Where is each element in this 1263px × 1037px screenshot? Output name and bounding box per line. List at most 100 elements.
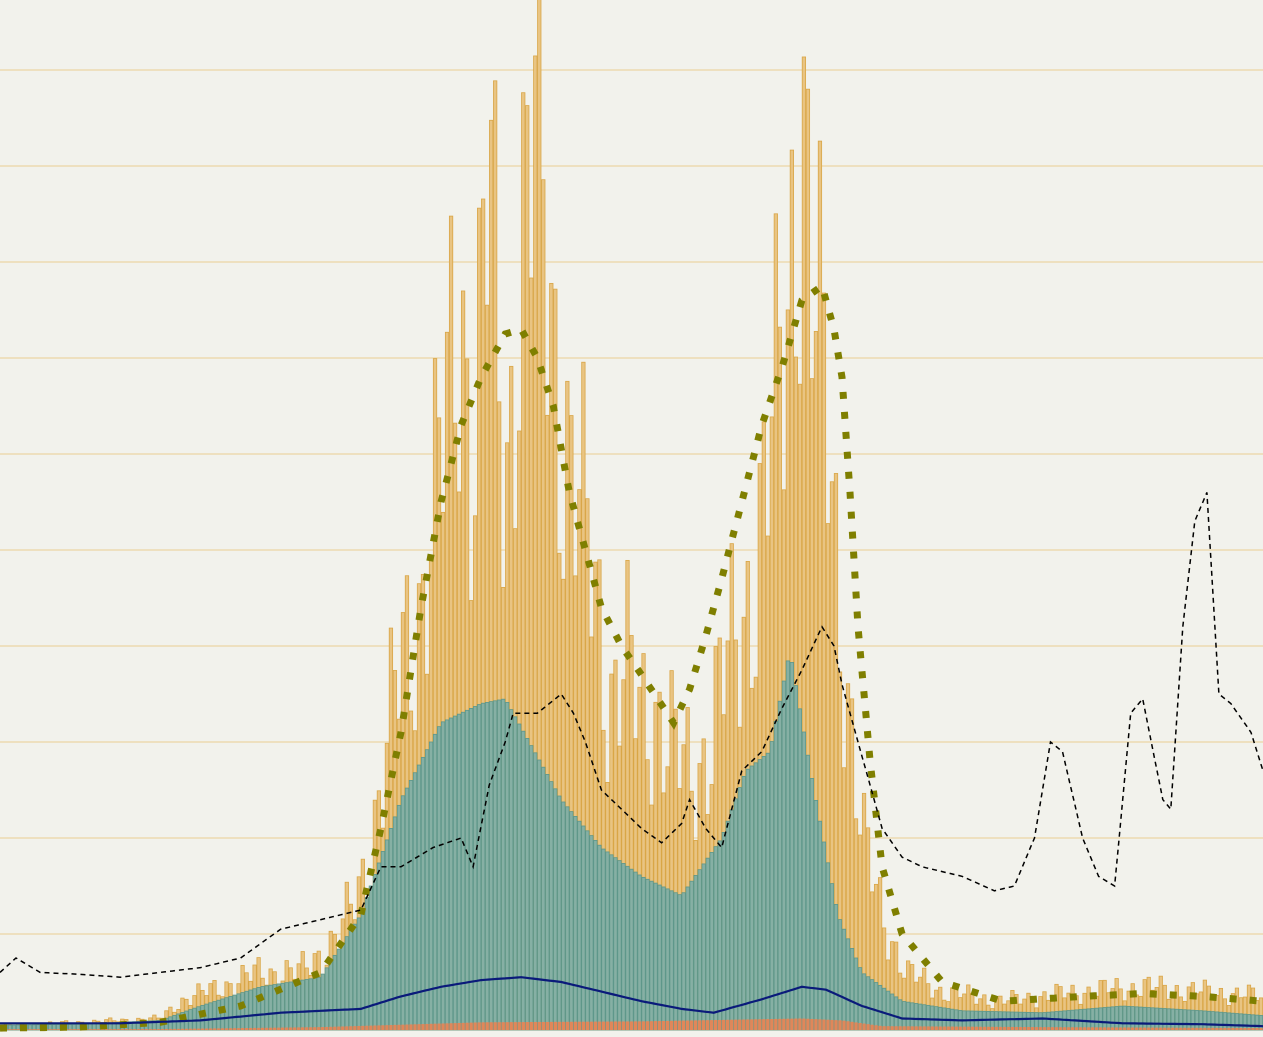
orange-bar-189: [758, 1019, 762, 1030]
teal-bar-108: [432, 733, 438, 1031]
teal-bar-142: [569, 811, 574, 1031]
orange-bar-153: [613, 1021, 618, 1030]
teal-bar-103: [412, 772, 418, 1031]
orange-bar-45: [180, 1028, 185, 1030]
teal-bar-63: [252, 988, 257, 1031]
teal-bar-204: [817, 820, 823, 1031]
teal-bar-52: [208, 1002, 213, 1031]
orange-bar-67: [268, 1027, 273, 1030]
orange-bar-220: [882, 1026, 886, 1030]
teal-bar-276: [1106, 1006, 1111, 1031]
teal-bar-182: [729, 809, 734, 1031]
teal-bar-184: [737, 787, 742, 1031]
teal-bar-124: [497, 699, 502, 1031]
orange-bar-83: [333, 1026, 337, 1030]
orange-bar-203: [814, 1019, 818, 1030]
teal-bar-143: [573, 816, 578, 1031]
orange-bar-244: [978, 1026, 983, 1030]
teal-bar-166: [665, 888, 670, 1031]
teal-bar-220: [881, 987, 887, 1031]
teal-bar-284: [1138, 1006, 1143, 1031]
orange-bar-131: [525, 1022, 529, 1030]
orange-bar-230: [922, 1026, 926, 1030]
orange-bar-221: [886, 1026, 890, 1030]
orange-bar-81: [325, 1026, 329, 1030]
orange-bar-194: [778, 1018, 782, 1030]
orange-bar-313: [1255, 1028, 1259, 1030]
teal-bar-123: [493, 700, 498, 1031]
orange-bar-246: [986, 1026, 991, 1030]
orange-bar-216: [866, 1024, 870, 1030]
teal-bar-227: [910, 1002, 915, 1031]
orange-bar-169: [677, 1020, 682, 1030]
orange-bar-122: [489, 1022, 493, 1030]
orange-bar-54: [216, 1028, 221, 1030]
teal-bar-121: [485, 702, 490, 1031]
orange-bar-233: [934, 1026, 938, 1030]
teal-bar-291: [1166, 1008, 1171, 1031]
orange-bar-148: [593, 1021, 598, 1030]
orange-bar-13: [52, 1029, 56, 1030]
orange-bar-219: [878, 1025, 882, 1030]
orange-bar-184: [738, 1019, 742, 1030]
teal-bar-273: [1094, 1007, 1099, 1031]
teal-bar-213: [853, 957, 859, 1031]
orange-bar-109: [437, 1023, 441, 1030]
orange-bar-155: [621, 1021, 626, 1030]
orange-bar-26: [104, 1029, 108, 1030]
teal-bar-217: [869, 979, 875, 1031]
orange-bar-95: [381, 1025, 385, 1030]
orange-bar-96: [385, 1025, 389, 1030]
orange-bar-297: [1191, 1027, 1195, 1030]
orange-bar-295: [1183, 1027, 1187, 1030]
teal-bar-59: [236, 993, 241, 1031]
teal-bar-228: [914, 1003, 919, 1031]
orange-bar-52: [208, 1028, 213, 1030]
teal-bar-271: [1086, 1008, 1091, 1031]
orange-bar-211: [846, 1021, 850, 1030]
orange-bar-82: [329, 1026, 333, 1030]
orange-bar-145: [581, 1021, 586, 1030]
teal-bar-53: [212, 1001, 217, 1031]
teal-bar-80: [320, 973, 325, 1031]
teal-bar-78: [312, 977, 317, 1031]
orange-bar-186: [746, 1019, 750, 1030]
teal-bar-162: [649, 880, 654, 1031]
teal-bar-190: [761, 756, 766, 1031]
orange-bar-262: [1050, 1027, 1055, 1030]
teal-bar-277: [1110, 1006, 1115, 1031]
orange-bar-279: [1118, 1027, 1123, 1030]
orange-bar-284: [1139, 1027, 1143, 1030]
orange-bar-31: [124, 1029, 129, 1030]
orange-bar-134: [537, 1021, 541, 1030]
orange-bar-22: [88, 1029, 92, 1030]
teal-bar-188: [753, 762, 758, 1031]
teal-bar-141: [565, 806, 570, 1031]
orange-bar-9: [36, 1029, 40, 1030]
teal-bar-57: [228, 996, 233, 1031]
orange-bar-44: [176, 1028, 181, 1030]
teal-bar-134: [537, 759, 542, 1031]
orange-bar-282: [1130, 1027, 1135, 1030]
orange-bar-242: [970, 1026, 975, 1030]
orange-bar-86: [345, 1026, 349, 1030]
orange-bar-205: [822, 1019, 826, 1030]
teal-bar-71: [284, 982, 289, 1031]
teal-bar-314: [1258, 1015, 1263, 1031]
teal-bar-223: [894, 996, 899, 1031]
orange-bar-289: [1159, 1027, 1163, 1030]
teal-bar-301: [1206, 1010, 1211, 1031]
orange-bar-42: [168, 1028, 173, 1030]
teal-bar-122: [489, 701, 494, 1031]
orange-bar-263: [1054, 1027, 1059, 1030]
teal-bar-206: [825, 862, 831, 1031]
orange-bar-285: [1143, 1027, 1147, 1030]
orange-bar-207: [830, 1019, 834, 1030]
orange-bar-250: [1002, 1026, 1007, 1030]
orange-bar-143: [573, 1021, 578, 1030]
orange-bar-63: [252, 1027, 257, 1030]
teal-bar-296: [1186, 1009, 1191, 1031]
teal-bar-305: [1222, 1012, 1228, 1031]
orange-bar-36: [144, 1029, 149, 1030]
teal-bar-43: [172, 1014, 177, 1031]
